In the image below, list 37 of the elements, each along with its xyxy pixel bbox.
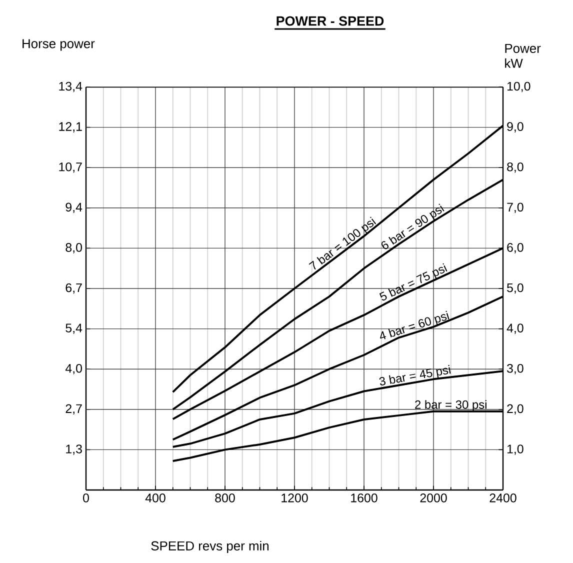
y2-tick-label: 1,0 <box>507 444 524 455</box>
text: 5 bar = 75 psi <box>379 263 448 300</box>
y-tick-label: 12,1 <box>59 122 82 132</box>
y2-tick-label: 3,0 <box>506 364 524 374</box>
y-tick-label: 8,0 <box>66 243 82 254</box>
text: 3 bar = 45 psi <box>379 364 451 386</box>
y-tick-label: 10,7 <box>59 162 82 173</box>
x-tick-label: 1600 <box>351 494 378 502</box>
y2-tick-label: 9,0 <box>507 122 524 132</box>
y-axis-title: Horse power <box>22 39 95 51</box>
y-tick-label: 5,4 <box>66 324 82 334</box>
y2-tick-label: 7,0 <box>507 202 524 214</box>
y2-tick-label: 8,0 <box>507 162 524 173</box>
y2-tick-label: 5,0 <box>507 283 524 294</box>
x-tick-label: 2400 <box>490 494 516 502</box>
x-tick-label: 800 <box>215 494 235 502</box>
series-label: 2 bar = 30 psi <box>415 400 486 412</box>
x-tick-label: 0 <box>83 494 89 502</box>
y2-tick-label: 10,0 <box>507 82 530 92</box>
y-tick-label: 9,4 <box>66 202 82 214</box>
text: 4 bar = 60 psi <box>380 310 450 340</box>
y-tick-label: 1,3 <box>66 444 82 455</box>
y-tick-label: 4,0 <box>65 364 82 374</box>
text: 7 bar = 100 psi <box>308 216 376 270</box>
x-axis-title: SPEED revs per min <box>151 540 269 554</box>
y-tick-label: 2,7 <box>66 404 82 415</box>
y2-tick-label: 6,0 <box>507 243 524 254</box>
y-tick-label: 6,7 <box>66 283 82 294</box>
text: 6 bar = 90 psi <box>381 204 444 250</box>
x-tick-label: 400 <box>145 494 166 502</box>
y2-axis-title: Power kW <box>505 44 541 68</box>
y-tick-label: 13,4 <box>59 82 82 92</box>
y2-tick-label: 2,0 <box>507 404 524 415</box>
x-tick-label: 1200 <box>282 494 308 502</box>
chart-title: POWER - SPEED <box>276 16 384 26</box>
x-tick-label: 2000 <box>420 494 447 502</box>
y2-tick-label: 4,0 <box>506 324 524 334</box>
